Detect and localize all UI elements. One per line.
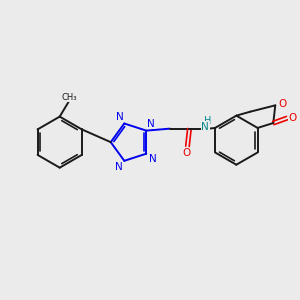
Text: N: N <box>116 112 123 122</box>
Text: CH₃: CH₃ <box>62 92 77 101</box>
Text: H: H <box>204 116 212 126</box>
Text: N: N <box>201 122 209 132</box>
Text: N: N <box>147 119 155 129</box>
Text: O: O <box>289 113 297 123</box>
Text: N: N <box>115 162 122 172</box>
Text: O: O <box>182 148 190 158</box>
Text: O: O <box>278 99 286 110</box>
Text: N: N <box>149 154 157 164</box>
